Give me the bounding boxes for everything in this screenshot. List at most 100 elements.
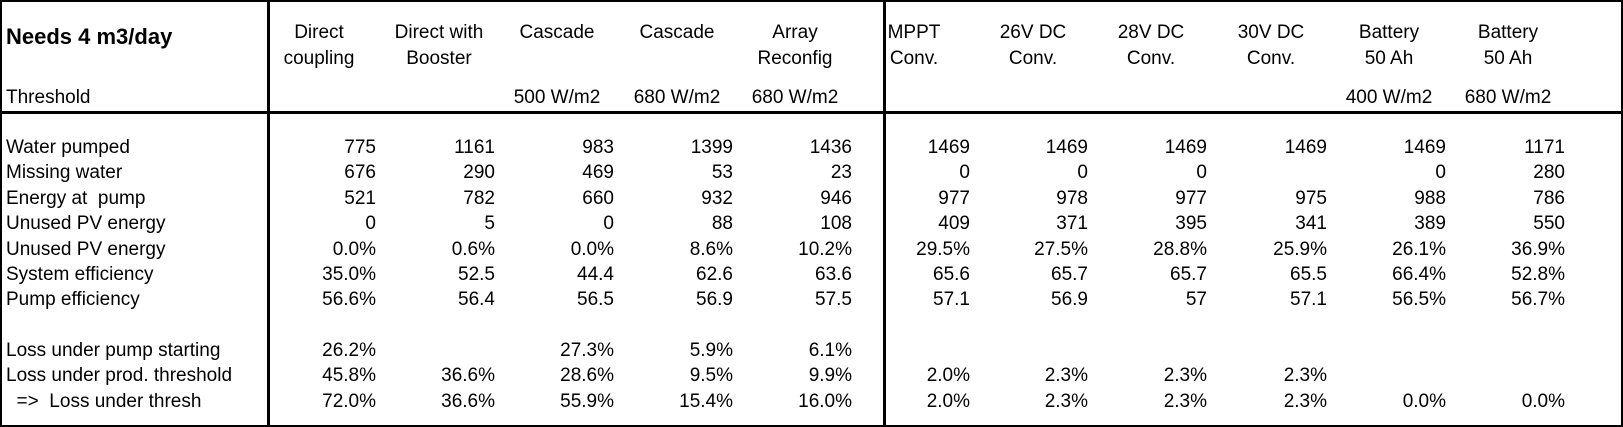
table-cell: 55.9% — [560, 391, 614, 412]
column-header-line1: MPPT — [887, 22, 941, 43]
column-divider-group — [883, 0, 886, 427]
column-header-line2: Conv. — [1008, 48, 1058, 69]
table-cell: 1399 — [690, 137, 733, 158]
column-header-line1: Cascade — [639, 22, 715, 43]
table-cell: 988 — [1414, 188, 1446, 209]
table-cell: 1469 — [927, 137, 970, 158]
table-cell: 56.9 — [696, 289, 733, 310]
table-cell: 88 — [711, 213, 733, 234]
table-cell: 1161 — [454, 137, 495, 158]
table-cell: 52.5 — [458, 264, 495, 285]
table-cell: 62.6 — [696, 264, 733, 285]
table-cell: 786 — [1533, 188, 1565, 209]
table-cell: 2.0% — [926, 391, 970, 412]
table-cell: 676 — [344, 162, 376, 183]
table-cell: 5.9% — [689, 340, 733, 361]
table-cell: 5 — [484, 213, 495, 234]
table-cell: 0 — [1077, 162, 1088, 183]
table-cell: 23 — [830, 162, 852, 183]
table-cell: 25.9% — [1273, 239, 1327, 260]
table-cell: 65.7 — [1051, 264, 1088, 285]
column-header-line2: coupling — [283, 48, 355, 69]
table-cell: 36.6% — [441, 391, 495, 412]
table-cell: 2.3% — [1283, 391, 1327, 412]
row-label: Water pumped — [6, 137, 130, 158]
row-label: Loss under pump starting — [6, 340, 221, 361]
column-header-line2: Conv. — [889, 48, 939, 69]
table-cell: 56.4 — [458, 289, 495, 310]
table-cell: 0.0% — [332, 239, 376, 260]
table-cell: 389 — [1414, 213, 1446, 234]
table-cell: 550 — [1533, 213, 1565, 234]
table-cell: 1469 — [1284, 137, 1327, 158]
column-header-line2: Reconfig — [757, 48, 833, 69]
row-label: Unused PV energy — [6, 239, 166, 260]
table-cell: 0 — [959, 162, 970, 183]
column-header-line2: 50 Ah — [1483, 48, 1533, 69]
table-cell: 6.1% — [808, 340, 852, 361]
row-label: => Loss under thresh — [6, 391, 202, 412]
table-cell: 28.6% — [560, 365, 614, 386]
table-cell: 56.6% — [322, 289, 376, 310]
table-cell: 8.6% — [689, 239, 733, 260]
table-cell: 946 — [820, 188, 852, 209]
table-cell: 26.2% — [322, 340, 376, 361]
table-cell: 521 — [344, 188, 376, 209]
table-cell: 2.3% — [1163, 391, 1207, 412]
table-cell: 782 — [463, 188, 495, 209]
table-cell: 1469 — [1403, 137, 1446, 158]
column-threshold: 400 W/m2 — [1345, 87, 1433, 108]
table-cell: 52.8% — [1511, 264, 1565, 285]
threshold-label: Threshold — [6, 87, 91, 108]
column-header-line1: Direct with — [394, 22, 484, 43]
table-cell: 2.3% — [1163, 365, 1207, 386]
table-cell: 1469 — [1045, 137, 1088, 158]
table-cell: 975 — [1295, 188, 1327, 209]
table-cell: 932 — [701, 188, 733, 209]
table-cell: 0 — [603, 213, 614, 234]
table-cell: 16.0% — [798, 391, 852, 412]
table-cell: 0.6% — [451, 239, 495, 260]
header-separator — [0, 111, 1623, 114]
table-cell: 36.9% — [1511, 239, 1565, 260]
column-threshold: 680 W/m2 — [751, 87, 839, 108]
row-label: Unused PV energy — [6, 213, 166, 234]
table-cell: 57.1 — [1290, 289, 1327, 310]
table-cell: 0.0% — [1521, 391, 1565, 412]
column-header-line2: 50 Ah — [1364, 48, 1414, 69]
column-header-line1: Array — [772, 22, 818, 43]
table-cell: 395 — [1175, 213, 1207, 234]
table-cell: 9.5% — [689, 365, 733, 386]
table-cell: 977 — [938, 188, 970, 209]
column-header-line1: Battery — [1358, 22, 1420, 43]
table-cell: 65.6 — [933, 264, 970, 285]
table-cell: 341 — [1295, 213, 1327, 234]
table-cell: 1171 — [1524, 137, 1565, 158]
table-cell: 57.5 — [815, 289, 852, 310]
table-cell: 409 — [938, 213, 970, 234]
table-border-right — [1621, 0, 1623, 427]
column-divider-label — [267, 0, 270, 427]
column-header-line2: Booster — [406, 48, 472, 69]
column-header-line1: Battery — [1477, 22, 1539, 43]
row-label: System efficiency — [6, 264, 154, 285]
table-cell: 57.1 — [933, 289, 970, 310]
column-header-line1: 30V DC — [1237, 22, 1305, 43]
table-cell: 0.0% — [1402, 391, 1446, 412]
table-cell: 63.6 — [815, 264, 852, 285]
table-cell: 775 — [344, 137, 376, 158]
column-threshold: 680 W/m2 — [1464, 87, 1552, 108]
row-label: Missing water — [6, 162, 123, 183]
table-border-left — [0, 0, 2, 427]
table-border-top — [0, 0, 1623, 2]
column-header-line2: Conv. — [1246, 48, 1296, 69]
table-cell: 0 — [1435, 162, 1446, 183]
table-cell: 56.7% — [1511, 289, 1565, 310]
table-cell: 53 — [711, 162, 733, 183]
table-border-bottom — [0, 425, 1623, 427]
table-cell: 72.0% — [322, 391, 376, 412]
table-cell: 0 — [365, 213, 376, 234]
table-cell: 9.9% — [808, 365, 852, 386]
table-cell: 2.3% — [1044, 391, 1088, 412]
